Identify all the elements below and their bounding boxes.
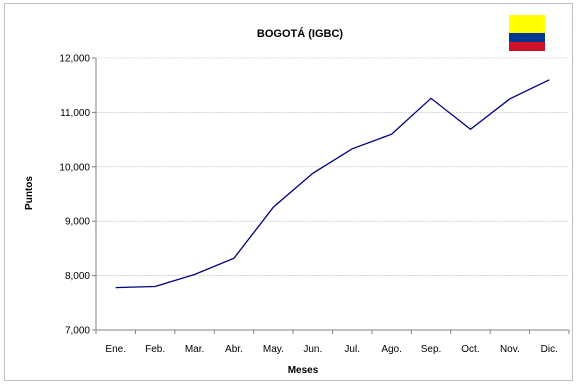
x-tick-label: Feb. — [145, 344, 165, 355]
x-tick-label: May. — [263, 344, 284, 355]
flag-stripe-blue — [509, 33, 545, 42]
series-layer — [115, 79, 550, 289]
chart-frame — [4, 3, 573, 381]
x-tick-label: Nov. — [500, 344, 520, 355]
x-tick-label: Jul. — [344, 344, 360, 355]
x-axis-title: Meses — [288, 365, 319, 376]
chart-title: BOGOTÁ (IGBC) — [257, 27, 343, 40]
gridlines — [96, 57, 569, 276]
x-tick-label: Mar. — [185, 344, 204, 355]
y-tick-label: 11,000 — [60, 108, 90, 119]
colombia-flag-icon — [509, 15, 545, 51]
x-tick-label: Jun. — [303, 344, 322, 355]
flag-stripe-red — [509, 42, 545, 51]
x-tick-label: Ago. — [381, 344, 402, 355]
y-tick-label: 8,000 — [65, 271, 90, 282]
axes — [92, 57, 570, 334]
x-tick-label: Ene. — [105, 344, 126, 355]
y-tick-label: 7,000 — [65, 326, 90, 337]
x-tick-label: Abr. — [225, 344, 243, 355]
y-tick-label: 9,000 — [65, 217, 90, 228]
x-tick-label: Sep. — [421, 344, 442, 355]
y-axis-title: Puntos — [24, 176, 35, 210]
x-tick-label: Oct. — [461, 344, 479, 355]
x-tick-labels: Ene. Feb. Mar. Abr. May. Jun. Jul. Ago. Sep. Oct.… — [105, 344, 557, 355]
x-tick-label: Dic. — [541, 344, 558, 355]
series-line — [115, 79, 550, 289]
flag-stripe-yellow — [509, 15, 545, 33]
y-tick-labels: 7,000 8,000 9,000 10,000 11,000 12,000 — [59, 54, 90, 337]
y-tick-label: 12,000 — [59, 54, 90, 65]
y-tick-label: 10,000 — [59, 162, 90, 173]
